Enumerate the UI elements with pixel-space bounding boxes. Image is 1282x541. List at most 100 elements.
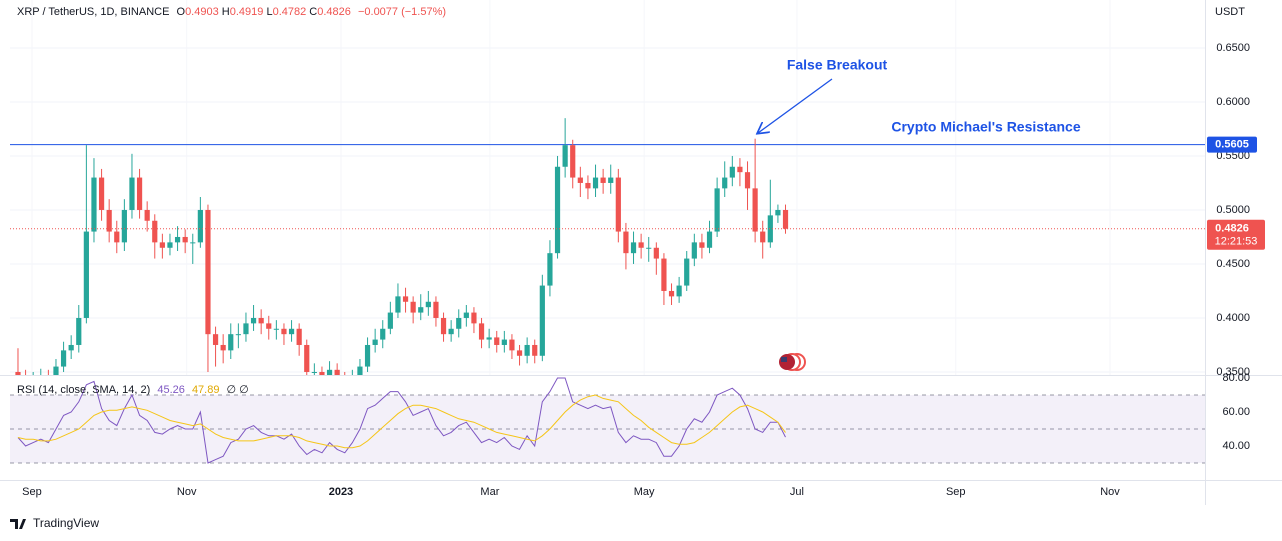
y-tick-label: 0.5000 [1216, 204, 1250, 216]
price-tag-label: 0.4826 [1215, 223, 1249, 235]
candle-body [83, 231, 89, 318]
candle-body [372, 339, 378, 345]
y-tick-label: 0.3500 [1216, 366, 1250, 378]
candle-body [182, 236, 188, 243]
candle-body [737, 166, 743, 173]
candle-body [106, 209, 112, 232]
candle-body [266, 323, 272, 329]
candle-body [706, 231, 713, 248]
candle-body [501, 339, 507, 345]
candle-body [615, 177, 621, 232]
rsi-line [17, 377, 786, 464]
legend: XRP / TetherUS, 1D, BINANCE O0.4903 H0.4… [17, 6, 450, 18]
candle-body [243, 323, 249, 335]
y-tick-label: 0.4500 [1216, 258, 1250, 270]
candle-body [661, 258, 667, 291]
candle-body [516, 350, 523, 356]
y-tick-label: 0.4000 [1216, 312, 1250, 324]
candle-body [68, 344, 74, 351]
candle-body [15, 371, 21, 375]
candle-body [159, 242, 165, 248]
candle-body [167, 242, 173, 248]
candle-body [744, 172, 751, 189]
candle-body [570, 145, 576, 178]
candle-body [539, 285, 545, 356]
candle-body [547, 253, 553, 286]
candle-body [456, 317, 462, 329]
candle-body [410, 301, 416, 313]
x-tick-label: Mar [480, 486, 499, 498]
candle-body [418, 307, 424, 313]
candle-body [509, 339, 515, 351]
axes: 0.3500 0.4000 0.4500 0.5000 0.5500 0.6000 0.65… [22, 42, 1265, 498]
candle-body [258, 317, 264, 324]
candle-body [380, 328, 386, 340]
candle-body [471, 312, 477, 324]
change: −0.0077 (−1.57%) [357, 6, 447, 18]
candle-body [387, 312, 393, 329]
candle-body [440, 317, 447, 335]
candle-body [722, 177, 728, 189]
candle-body [364, 344, 371, 367]
candle-body [174, 236, 181, 243]
rsi-extra: ∅ ∅ [226, 384, 249, 396]
candle-body [395, 296, 401, 313]
rsi-value: 45.26 [157, 384, 185, 396]
candle-body [775, 209, 781, 216]
event-flag [779, 353, 806, 371]
candle-body [53, 366, 59, 375]
price-tag [1207, 136, 1257, 153]
candle-body [114, 231, 120, 243]
candle-body [760, 231, 766, 243]
candle-body [767, 215, 773, 243]
candle-body [98, 177, 105, 210]
candle-body [288, 328, 295, 335]
x-tick-label: May [634, 486, 655, 498]
candle-body [623, 231, 629, 254]
x-tick-label: 2023 [329, 486, 353, 498]
y-tick-label: 0.6500 [1216, 42, 1250, 54]
candle-body [714, 188, 720, 232]
x-tick-label: Sep [22, 486, 42, 498]
x-tick-label: Nov [177, 486, 197, 498]
rsi-band-fill [10, 395, 1205, 464]
annotation-arrow [758, 78, 833, 133]
x-tick-label: Jul [790, 486, 804, 498]
candle-body [220, 344, 226, 351]
candle-body [144, 209, 150, 221]
candle-body [463, 312, 469, 318]
candle-body [630, 242, 637, 254]
candle-body [729, 166, 735, 178]
candle-body [478, 323, 485, 340]
candle-body [782, 209, 789, 229]
field-label: H [221, 6, 230, 18]
candle-body [273, 328, 279, 330]
candle-body [600, 177, 606, 183]
candle-body [562, 145, 568, 167]
candle-body [190, 242, 196, 244]
rsi-plot [10, 377, 1205, 464]
candle-body [494, 337, 500, 345]
field-value: 0.4919 [229, 6, 264, 18]
field-value: 0.4826 [317, 6, 351, 18]
sma-line [17, 394, 786, 449]
candle-body [554, 166, 561, 254]
candle-body [357, 366, 363, 375]
candle-body [668, 290, 675, 297]
candle-body [235, 334, 241, 336]
field-label: O [176, 6, 186, 18]
candle-body [585, 182, 591, 189]
candle-body [76, 317, 82, 345]
candle-body [326, 369, 333, 375]
candle-body [205, 209, 211, 335]
y-tick-label: 0.6000 [1216, 96, 1250, 108]
candle-body [425, 301, 431, 308]
candle-body [684, 258, 690, 286]
candle-body [638, 242, 644, 248]
main-plot [10, 0, 1205, 375]
candle-body [653, 247, 659, 259]
ohlc: O0.4903 H0.4919 L0.4782 C0.4826 [177, 6, 354, 18]
annotation: False Breakout [787, 57, 888, 73]
